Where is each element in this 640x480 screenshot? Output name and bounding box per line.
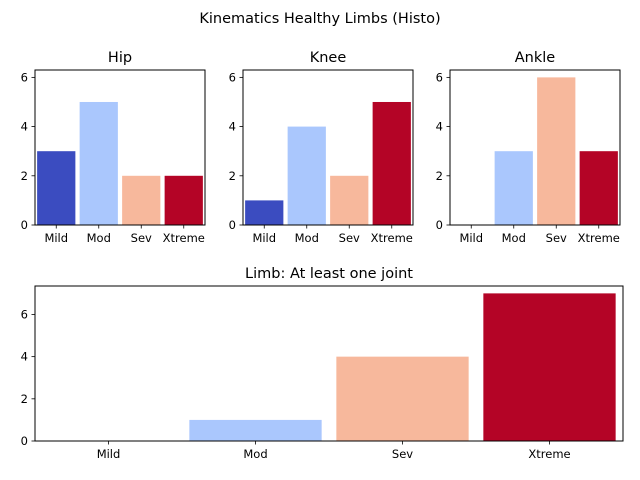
- axes-frame: [34, 285, 624, 442]
- y-tick-label: 0: [229, 218, 236, 232]
- bar-mod: [79, 101, 118, 225]
- panel-ankle: Ankle Mild Mod Sev Xtreme 0 2 4 6: [436, 50, 621, 245]
- x-tick-label: Xtreme: [578, 231, 620, 245]
- y-tick-label: 2: [21, 169, 28, 183]
- panel-title: Ankle: [515, 50, 556, 66]
- bar-sev: [330, 175, 369, 225]
- bar-xtreme: [483, 293, 616, 441]
- x-tick-label: Mild: [252, 231, 276, 245]
- x-tick-label: Xtreme: [528, 447, 570, 461]
- axes-frame: [449, 69, 621, 226]
- bar-mod: [287, 126, 326, 225]
- axes-frame: [242, 69, 414, 226]
- panel-title: Hip: [108, 50, 132, 66]
- bar-xtreme: [164, 175, 203, 225]
- y-tick-label: 4: [21, 350, 28, 364]
- y-tick-label: 6: [21, 70, 28, 84]
- x-tick-label: Mod: [502, 231, 526, 245]
- x-tick-label: Xtreme: [163, 231, 205, 245]
- panel-title: Knee: [310, 50, 347, 66]
- bar-sev: [336, 356, 469, 441]
- axes-frame: [34, 69, 206, 226]
- bar-mild: [245, 200, 284, 225]
- panel-knee: Knee Mild Mod Sev Xtreme 0 2 4 6: [229, 50, 414, 245]
- y-tick-label: 2: [436, 169, 443, 183]
- y-tick-label: 4: [436, 120, 443, 134]
- y-tick-label: 0: [21, 218, 28, 232]
- y-tick-label: 0: [21, 434, 28, 448]
- bar-mod: [494, 151, 533, 225]
- x-tick-label: Mod: [243, 447, 267, 461]
- x-tick-label: Mod: [295, 231, 319, 245]
- x-tick-label: Sev: [339, 231, 360, 245]
- x-tick-label: Xtreme: [371, 231, 413, 245]
- y-tick-label: 6: [436, 70, 443, 84]
- x-tick-label: Mild: [44, 231, 68, 245]
- y-tick-label: 4: [229, 120, 236, 134]
- bar-sev: [537, 77, 576, 225]
- panel-hip: Hip Mild Mod Sev Xtreme 0 2 4 6: [21, 50, 206, 245]
- y-tick-label: 6: [229, 70, 236, 84]
- x-tick-label: Mild: [97, 447, 121, 461]
- y-tick-label: 6: [21, 307, 28, 321]
- x-tick-label: Sev: [131, 231, 152, 245]
- bar-xtreme: [579, 151, 618, 225]
- x-tick-label: Sev: [392, 447, 413, 461]
- x-tick-label: Mod: [87, 231, 111, 245]
- bar-mod: [189, 419, 322, 441]
- panel-limb: Limb: At least one joint Mild Mod Sev Xtreme…: [21, 266, 624, 461]
- bar-mild: [37, 151, 76, 225]
- panel-title: Limb: At least one joint: [245, 266, 413, 282]
- figure-title: Kinematics Healthy Limbs (Histo): [199, 11, 440, 27]
- y-tick-label: 2: [229, 169, 236, 183]
- x-tick-label: Sev: [546, 231, 567, 245]
- x-tick-label: Mild: [459, 231, 483, 245]
- y-tick-label: 2: [21, 392, 28, 406]
- y-tick-label: 0: [436, 218, 443, 232]
- bar-sev: [122, 175, 161, 225]
- y-tick-label: 4: [21, 120, 28, 134]
- bar-xtreme: [372, 101, 411, 225]
